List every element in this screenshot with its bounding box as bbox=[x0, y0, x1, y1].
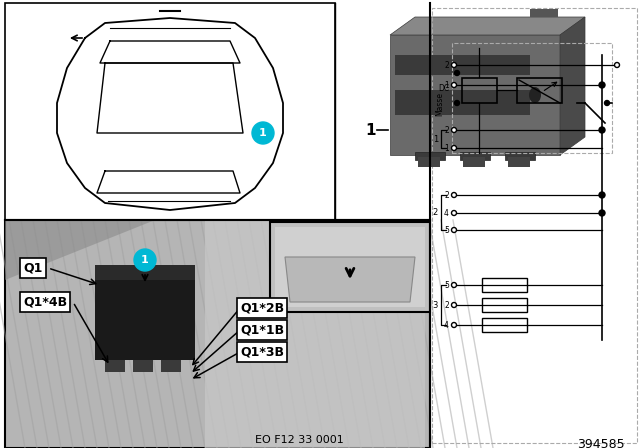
Text: Q1*2B: Q1*2B bbox=[240, 302, 284, 314]
Polygon shape bbox=[390, 17, 585, 35]
Bar bbox=[415, 152, 445, 160]
Circle shape bbox=[451, 228, 456, 233]
Text: DC: DC bbox=[438, 83, 449, 92]
Circle shape bbox=[451, 128, 456, 133]
Bar bbox=[95, 265, 195, 280]
Bar bbox=[205, 220, 425, 448]
Text: 2: 2 bbox=[444, 60, 449, 69]
Bar bbox=[517, 78, 562, 103]
Circle shape bbox=[451, 323, 456, 327]
Text: Masse: Masse bbox=[435, 92, 445, 116]
Text: 4: 4 bbox=[444, 208, 449, 217]
Text: 2: 2 bbox=[444, 301, 449, 310]
Bar bbox=[5, 3, 335, 221]
Circle shape bbox=[614, 63, 620, 68]
Circle shape bbox=[454, 70, 460, 76]
Text: 2: 2 bbox=[444, 125, 449, 134]
Circle shape bbox=[451, 211, 456, 215]
Text: Q1*3B: Q1*3B bbox=[240, 345, 284, 358]
Bar bbox=[432, 8, 637, 443]
Circle shape bbox=[599, 192, 605, 198]
Ellipse shape bbox=[529, 87, 541, 103]
Text: Q1*4B: Q1*4B bbox=[23, 296, 67, 309]
Circle shape bbox=[451, 283, 456, 288]
Circle shape bbox=[451, 82, 456, 87]
Circle shape bbox=[451, 146, 456, 151]
Bar bbox=[5, 220, 430, 448]
Bar bbox=[452, 43, 612, 153]
Bar bbox=[530, 9, 558, 17]
Circle shape bbox=[451, 63, 456, 68]
Circle shape bbox=[599, 82, 605, 88]
Bar bbox=[335, 3, 640, 221]
Circle shape bbox=[252, 122, 274, 144]
Circle shape bbox=[451, 193, 456, 198]
Bar bbox=[418, 157, 440, 167]
Text: 1: 1 bbox=[365, 122, 376, 138]
Text: 4: 4 bbox=[444, 320, 449, 329]
Bar bbox=[462, 78, 497, 103]
Text: 5: 5 bbox=[444, 280, 449, 289]
Text: 1: 1 bbox=[141, 255, 149, 265]
Text: 2: 2 bbox=[433, 208, 438, 217]
Bar bbox=[270, 222, 430, 312]
Text: 1: 1 bbox=[433, 134, 438, 143]
Text: 1: 1 bbox=[259, 128, 267, 138]
Bar bbox=[161, 360, 181, 372]
Circle shape bbox=[134, 249, 156, 271]
Text: 1: 1 bbox=[444, 143, 449, 152]
Bar bbox=[482, 298, 527, 312]
Circle shape bbox=[599, 127, 605, 133]
Circle shape bbox=[451, 302, 456, 307]
Polygon shape bbox=[285, 257, 415, 302]
Bar bbox=[105, 360, 125, 372]
Text: 2: 2 bbox=[444, 190, 449, 199]
Bar bbox=[95, 280, 195, 360]
Polygon shape bbox=[560, 17, 585, 155]
Polygon shape bbox=[5, 220, 155, 280]
Bar bbox=[275, 227, 425, 307]
Bar bbox=[508, 157, 530, 167]
Bar bbox=[482, 278, 527, 292]
Bar bbox=[395, 55, 530, 75]
Circle shape bbox=[454, 100, 460, 105]
Text: Q1: Q1 bbox=[23, 262, 42, 275]
Bar bbox=[505, 152, 535, 160]
Bar bbox=[482, 318, 527, 332]
Text: Q1*1B: Q1*1B bbox=[240, 323, 284, 336]
Bar bbox=[133, 360, 153, 372]
Circle shape bbox=[605, 100, 609, 105]
Text: 5: 5 bbox=[444, 225, 449, 234]
Text: 394585: 394585 bbox=[577, 438, 625, 448]
Bar bbox=[460, 152, 490, 160]
Text: 1: 1 bbox=[444, 81, 449, 90]
Text: 3: 3 bbox=[433, 301, 438, 310]
Bar bbox=[395, 90, 530, 115]
Circle shape bbox=[599, 210, 605, 216]
Text: EO F12 33 0001: EO F12 33 0001 bbox=[255, 435, 344, 445]
Bar bbox=[463, 157, 485, 167]
Bar bbox=[390, 35, 560, 155]
